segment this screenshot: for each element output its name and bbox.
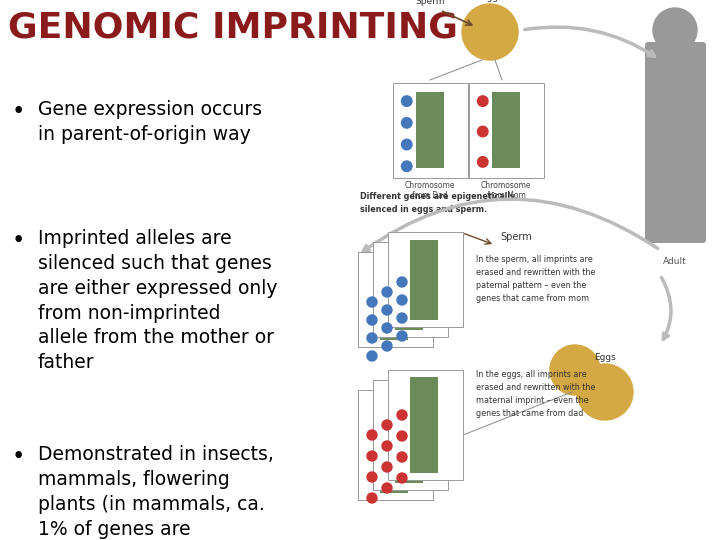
Text: Chromosome
from Mom: Chromosome from Mom: [481, 180, 531, 200]
Text: Sperm: Sperm: [415, 0, 445, 6]
Text: Adult: Adult: [663, 257, 687, 266]
Circle shape: [397, 410, 407, 420]
Circle shape: [367, 297, 377, 307]
Circle shape: [397, 295, 407, 305]
Circle shape: [367, 430, 377, 440]
Text: •: •: [12, 230, 25, 253]
Bar: [492, 92, 521, 168]
Text: GENOMIC IMPRINTING: GENOMIC IMPRINTING: [8, 10, 458, 44]
Circle shape: [577, 364, 633, 420]
Circle shape: [367, 493, 377, 503]
Circle shape: [367, 333, 377, 343]
Circle shape: [397, 431, 407, 441]
Bar: [410, 377, 438, 473]
FancyBboxPatch shape: [373, 242, 448, 337]
Text: •: •: [12, 100, 25, 123]
Text: •: •: [12, 446, 25, 469]
Circle shape: [382, 420, 392, 430]
Circle shape: [397, 331, 407, 341]
Circle shape: [367, 351, 377, 361]
Circle shape: [367, 451, 377, 461]
FancyBboxPatch shape: [358, 252, 433, 347]
Text: Eggs: Eggs: [594, 353, 616, 362]
Text: Chromosome
from Dad: Chromosome from Dad: [405, 180, 455, 200]
Circle shape: [477, 96, 488, 106]
Circle shape: [397, 277, 407, 287]
Circle shape: [367, 472, 377, 482]
Circle shape: [382, 305, 392, 315]
Circle shape: [477, 157, 488, 167]
Text: Demonstrated in insects,
mammals, flowering
plants (in mammals, ca.
1% of genes : Demonstrated in insects, mammals, flower…: [38, 446, 274, 540]
Text: genes that came from mom: genes that came from mom: [476, 294, 589, 303]
Text: In the sperm, all imprints are: In the sperm, all imprints are: [476, 255, 593, 264]
FancyBboxPatch shape: [645, 42, 706, 243]
Text: Different genes are epigenetically: Different genes are epigenetically: [360, 192, 516, 201]
Circle shape: [382, 462, 392, 472]
Bar: [415, 92, 444, 168]
Circle shape: [382, 341, 392, 351]
Circle shape: [382, 483, 392, 493]
FancyBboxPatch shape: [392, 83, 467, 178]
Circle shape: [382, 441, 392, 451]
Text: Imprinted alleles are
silenced such that genes
are either expressed only
from no: Imprinted alleles are silenced such that…: [38, 230, 277, 372]
Circle shape: [653, 8, 697, 52]
Circle shape: [382, 323, 392, 333]
Text: Gene expression occurs
in parent-of-origin way: Gene expression occurs in parent-of-orig…: [38, 100, 262, 144]
Circle shape: [397, 313, 407, 323]
Circle shape: [397, 452, 407, 462]
FancyBboxPatch shape: [388, 370, 463, 480]
Circle shape: [402, 139, 412, 150]
Circle shape: [397, 473, 407, 483]
Bar: [395, 387, 423, 483]
Text: silenced in eggs and sperm.: silenced in eggs and sperm.: [360, 205, 487, 214]
Text: Egg: Egg: [482, 0, 498, 2]
FancyBboxPatch shape: [469, 83, 544, 178]
Circle shape: [402, 96, 412, 106]
Circle shape: [402, 118, 412, 128]
Text: In the eggs, all imprints are: In the eggs, all imprints are: [476, 370, 587, 379]
FancyBboxPatch shape: [373, 380, 448, 490]
Bar: [395, 250, 423, 330]
Circle shape: [382, 287, 392, 297]
Circle shape: [402, 161, 412, 172]
Text: erased and rewritten with the: erased and rewritten with the: [476, 383, 595, 392]
Circle shape: [367, 315, 377, 325]
Bar: [410, 240, 438, 320]
Bar: [380, 397, 408, 493]
Text: paternal pattern – even the: paternal pattern – even the: [476, 281, 586, 290]
Text: Sperm: Sperm: [500, 232, 532, 242]
Text: erased and rewritten with the: erased and rewritten with the: [476, 268, 595, 277]
Circle shape: [477, 126, 488, 137]
FancyBboxPatch shape: [358, 390, 433, 500]
Circle shape: [550, 345, 600, 395]
Bar: [380, 260, 408, 340]
FancyBboxPatch shape: [388, 232, 463, 327]
Text: maternal imprint – even the: maternal imprint – even the: [476, 396, 589, 405]
Text: genes that came from dad: genes that came from dad: [476, 409, 583, 418]
Circle shape: [462, 4, 518, 60]
